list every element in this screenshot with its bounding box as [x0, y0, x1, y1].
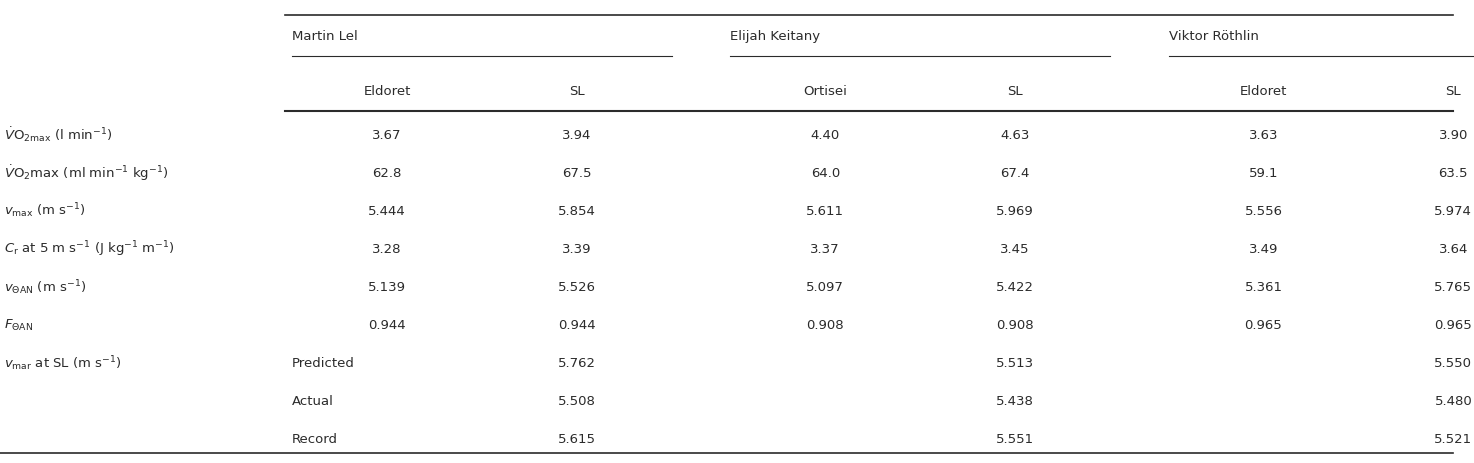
- Text: 5.139: 5.139: [368, 280, 405, 293]
- Text: 5.361: 5.361: [1244, 280, 1282, 293]
- Text: $v_{\Theta \mathrm{AN}}$ (m s$^{-1}$): $v_{\Theta \mathrm{AN}}$ (m s$^{-1}$): [4, 277, 87, 296]
- Text: 0.908: 0.908: [806, 318, 845, 331]
- Text: 0.944: 0.944: [559, 318, 595, 331]
- Text: 3.90: 3.90: [1439, 128, 1468, 141]
- Text: Record: Record: [292, 432, 338, 445]
- Text: $\dot{V}$O$_{2}$max (ml min$^{-1}$ kg$^{-1}$): $\dot{V}$O$_{2}$max (ml min$^{-1}$ kg$^{…: [4, 163, 170, 182]
- Text: 5.521: 5.521: [1434, 432, 1473, 445]
- Text: 5.854: 5.854: [559, 204, 595, 217]
- Text: SL: SL: [1446, 85, 1461, 98]
- Text: 67.4: 67.4: [1001, 166, 1030, 179]
- Text: Predicted: Predicted: [292, 356, 355, 369]
- Text: Viktor Röthlin: Viktor Röthlin: [1169, 30, 1259, 43]
- Text: 5.508: 5.508: [559, 394, 595, 407]
- Text: Elijah Keitany: Elijah Keitany: [730, 30, 821, 43]
- Text: 5.550: 5.550: [1434, 356, 1473, 369]
- Text: 5.556: 5.556: [1244, 204, 1282, 217]
- Text: Ortisei: Ortisei: [803, 85, 848, 98]
- Text: 0.908: 0.908: [996, 318, 1033, 331]
- Text: 3.49: 3.49: [1248, 242, 1278, 255]
- Text: 59.1: 59.1: [1248, 166, 1278, 179]
- Text: 5.526: 5.526: [559, 280, 595, 293]
- Text: 5.765: 5.765: [1434, 280, 1473, 293]
- Text: 5.611: 5.611: [806, 204, 845, 217]
- Text: 5.444: 5.444: [368, 204, 405, 217]
- Text: 5.513: 5.513: [996, 356, 1035, 369]
- Text: 5.097: 5.097: [806, 280, 845, 293]
- Text: 5.438: 5.438: [996, 394, 1035, 407]
- Text: 0.944: 0.944: [368, 318, 405, 331]
- Text: 5.762: 5.762: [559, 356, 595, 369]
- Text: 3.28: 3.28: [373, 242, 402, 255]
- Text: 5.615: 5.615: [559, 432, 595, 445]
- Text: Martin Lel: Martin Lel: [292, 30, 358, 43]
- Text: 63.5: 63.5: [1439, 166, 1468, 179]
- Text: 3.63: 3.63: [1248, 128, 1278, 141]
- Text: $C_{\mathrm{r}}$ at 5 m s$^{-1}$ (J kg$^{-1}$ m$^{-1}$): $C_{\mathrm{r}}$ at 5 m s$^{-1}$ (J kg$^…: [4, 239, 175, 258]
- Text: 0.965: 0.965: [1244, 318, 1282, 331]
- Text: 3.64: 3.64: [1439, 242, 1468, 255]
- Text: Actual: Actual: [292, 394, 335, 407]
- Text: $v_{\mathrm{mar}}$ at SL (m s$^{-1}$): $v_{\mathrm{mar}}$ at SL (m s$^{-1}$): [4, 353, 122, 372]
- Text: $v_{\mathrm{max}}$ (m s$^{-1}$): $v_{\mathrm{max}}$ (m s$^{-1}$): [4, 201, 87, 220]
- Text: 3.39: 3.39: [562, 242, 591, 255]
- Text: 5.974: 5.974: [1434, 204, 1473, 217]
- Text: 5.551: 5.551: [996, 432, 1035, 445]
- Text: 5.422: 5.422: [996, 280, 1035, 293]
- Text: 4.40: 4.40: [811, 128, 840, 141]
- Text: 3.94: 3.94: [562, 128, 591, 141]
- Text: 5.969: 5.969: [996, 204, 1035, 217]
- Text: 64.0: 64.0: [811, 166, 840, 179]
- Text: 3.45: 3.45: [1001, 242, 1030, 255]
- Text: 4.63: 4.63: [1001, 128, 1030, 141]
- Text: 3.67: 3.67: [373, 128, 402, 141]
- Text: SL: SL: [1007, 85, 1023, 98]
- Text: 67.5: 67.5: [562, 166, 591, 179]
- Text: $F_{\Theta \mathrm{AN}}$: $F_{\Theta \mathrm{AN}}$: [4, 317, 34, 332]
- Text: $\dot{V}$O$_{2\mathrm{max}}$ (l min$^{-1}$): $\dot{V}$O$_{2\mathrm{max}}$ (l min$^{-1…: [4, 125, 113, 144]
- Text: 62.8: 62.8: [373, 166, 402, 179]
- Text: SL: SL: [569, 85, 585, 98]
- Text: 3.37: 3.37: [811, 242, 840, 255]
- Text: 0.965: 0.965: [1434, 318, 1473, 331]
- Text: Eldoret: Eldoret: [1240, 85, 1287, 98]
- Text: Eldoret: Eldoret: [364, 85, 411, 98]
- Text: 5.480: 5.480: [1434, 394, 1473, 407]
